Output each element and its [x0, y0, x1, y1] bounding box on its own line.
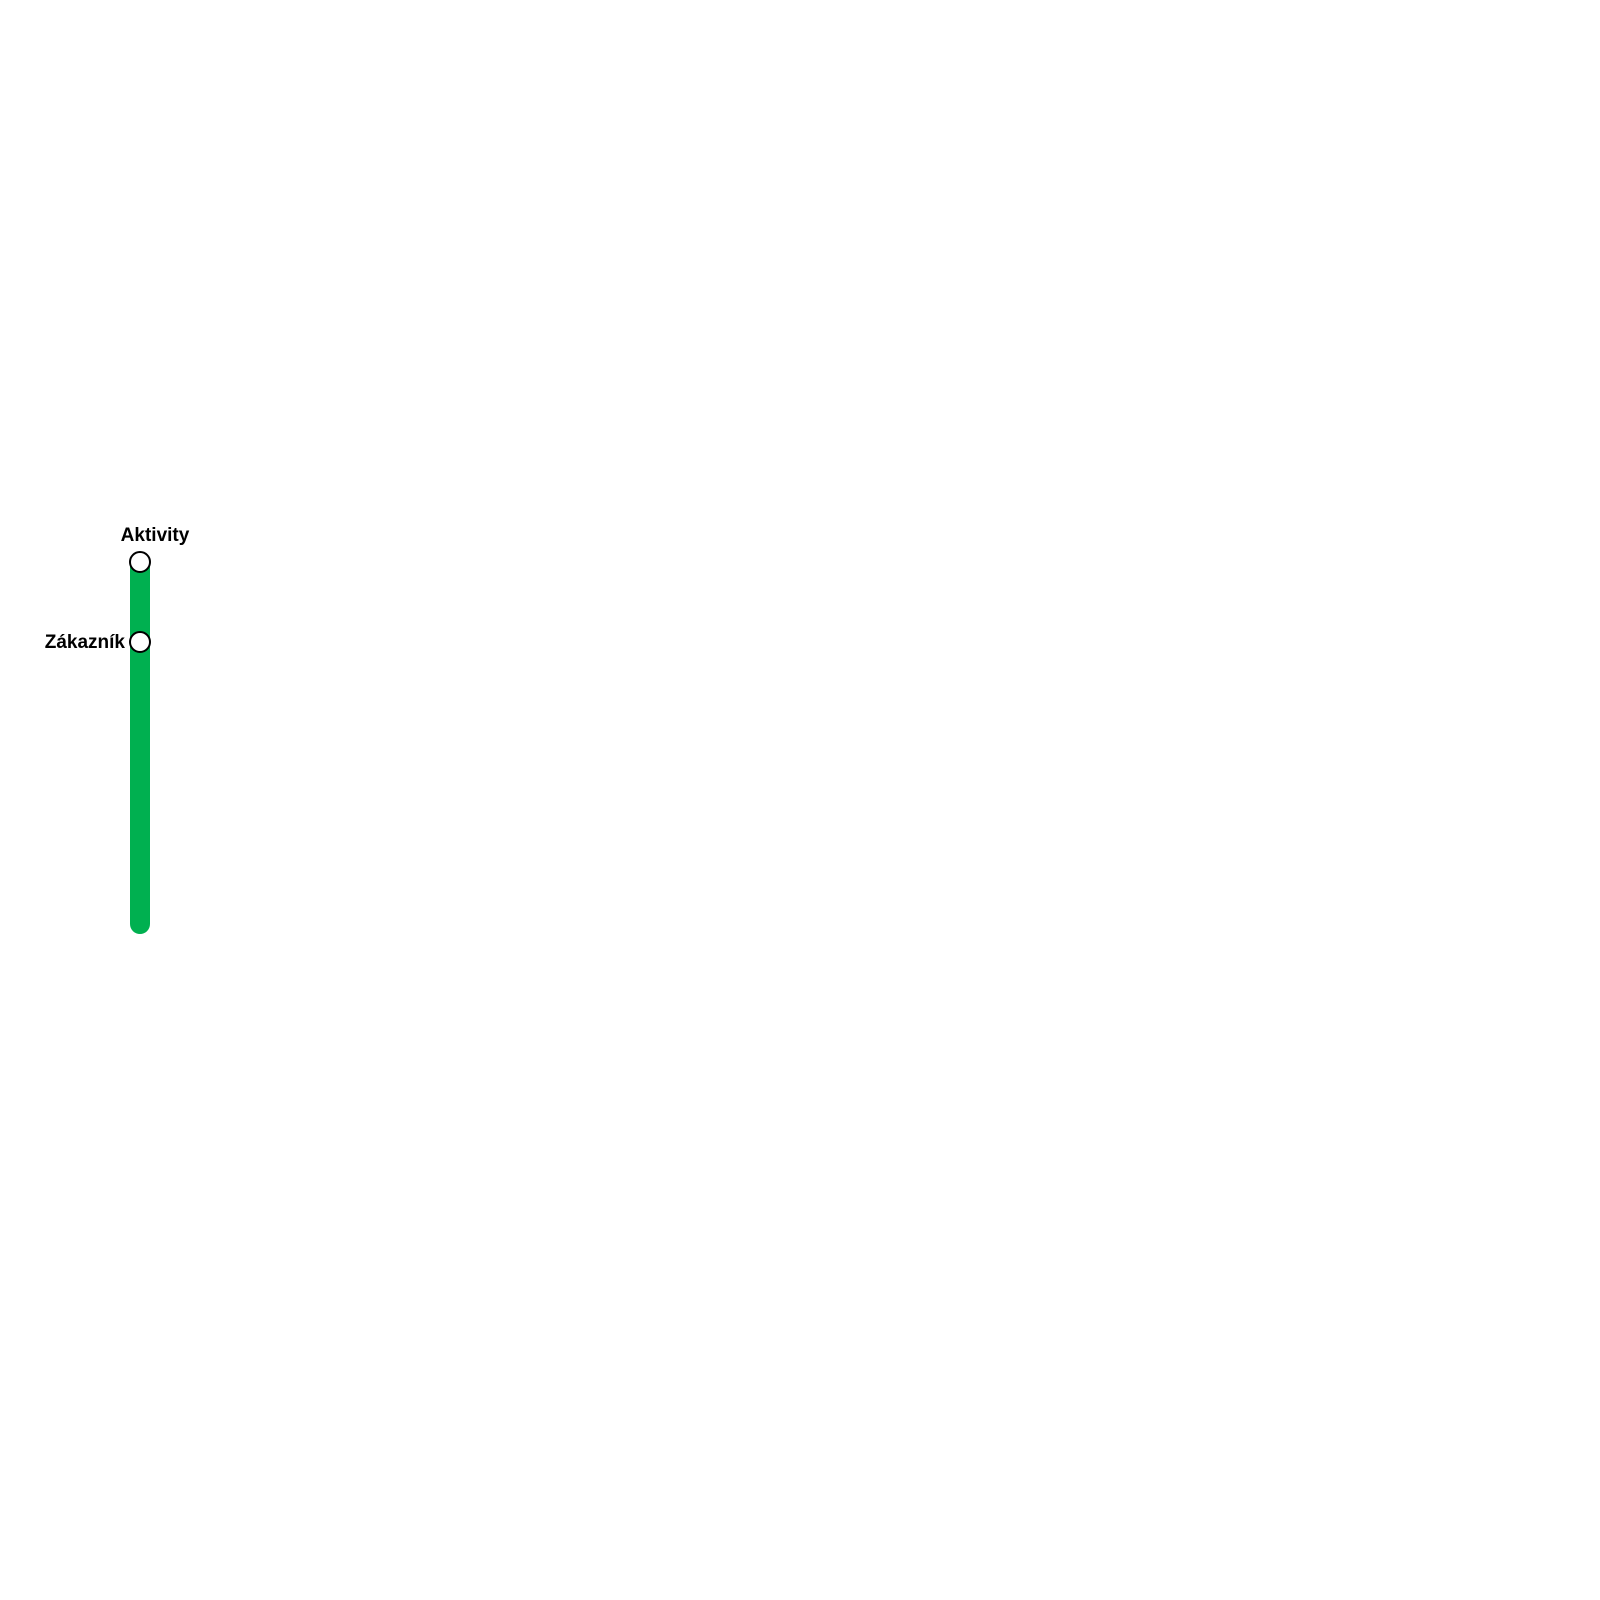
station-zakaznik-label: Zákazník — [45, 632, 126, 653]
station-aktivity-label: Aktivity — [121, 525, 190, 546]
station-zakaznik-marker[interactable] — [129, 631, 151, 653]
station-aktivity-marker[interactable] — [129, 551, 151, 573]
